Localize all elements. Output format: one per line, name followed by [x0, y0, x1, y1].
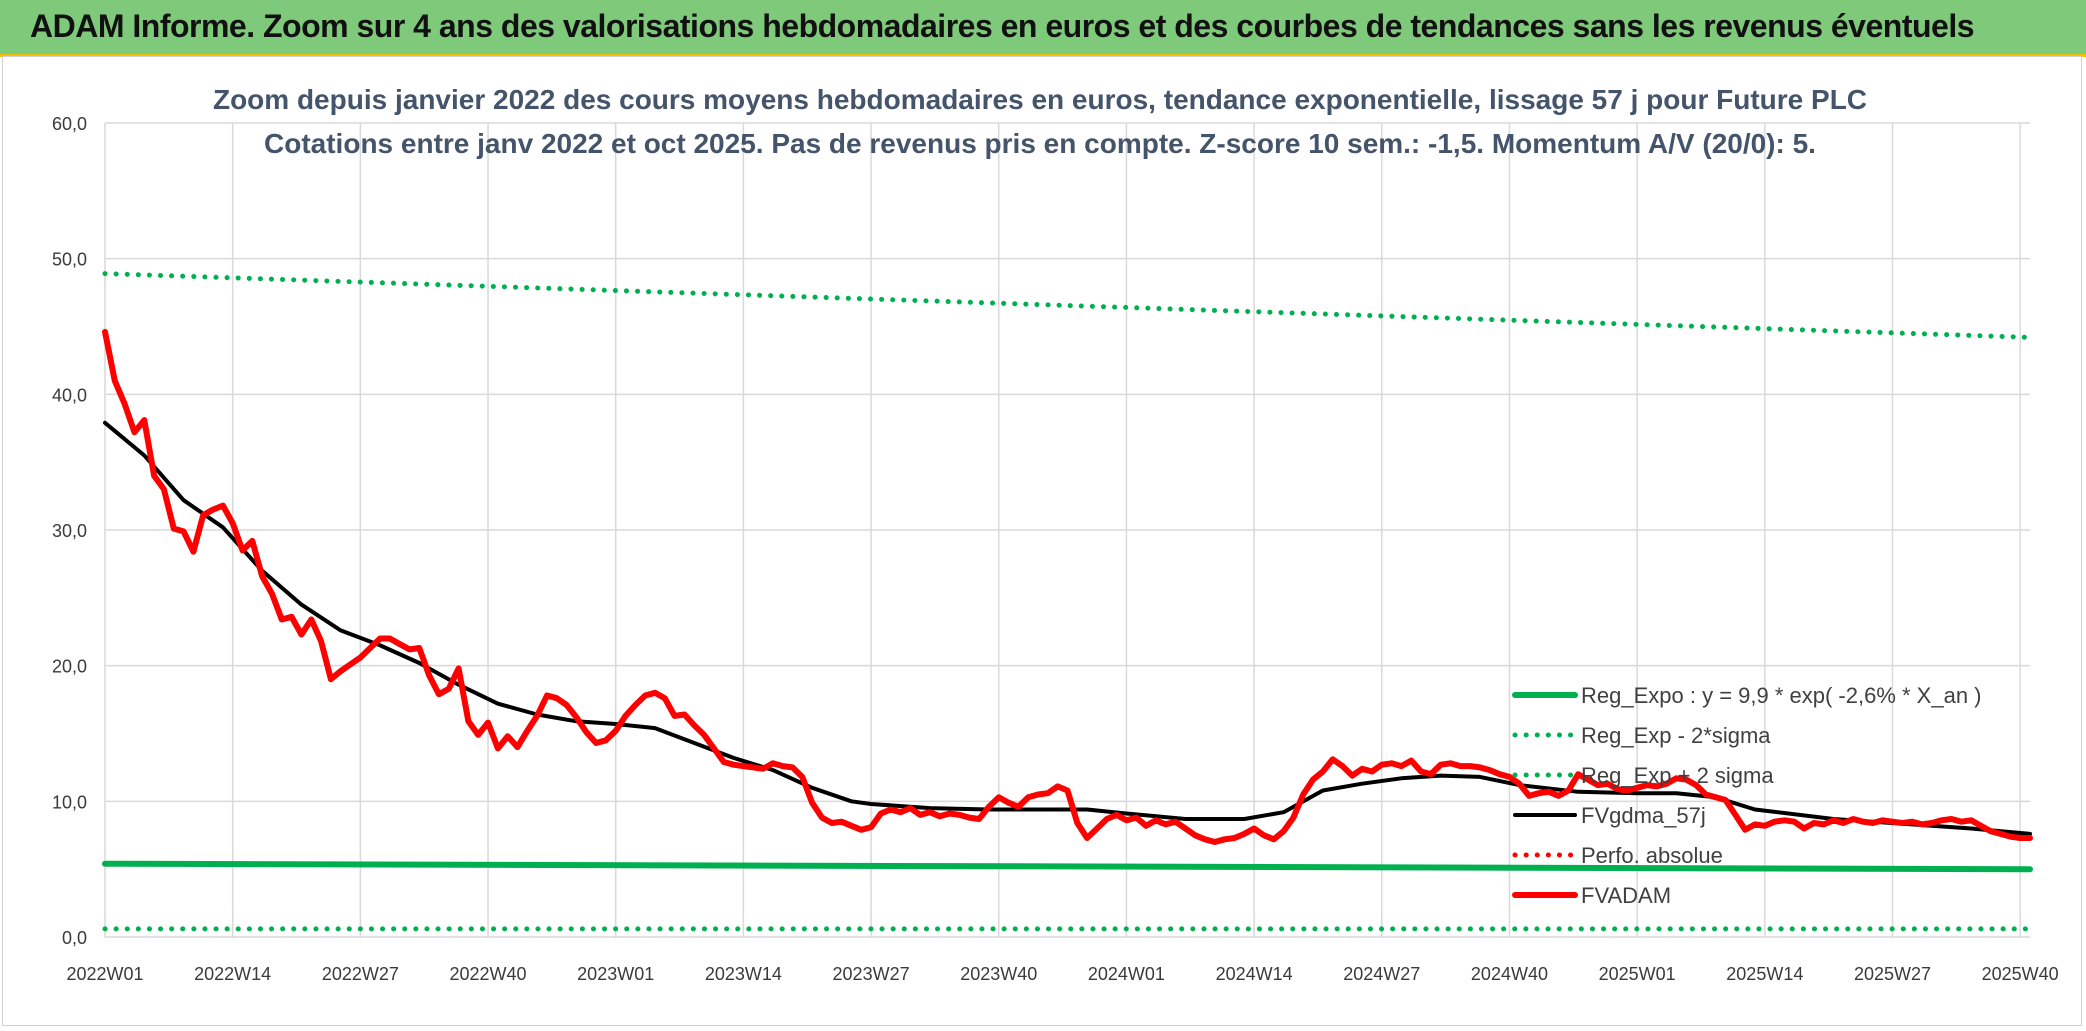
legend: Reg_Expo : y = 9,9 * exp( -2,6% * X_an )…: [1512, 683, 1982, 908]
x-tick-label: 2023W40: [960, 964, 1037, 984]
y-tick-label: 40,0: [52, 385, 87, 405]
legend-label: Reg_Expo : y = 9,9 * exp( -2,6% * X_an ): [1581, 683, 1982, 708]
title-banner: ADAM Informe. Zoom sur 4 ans des valoris…: [0, 0, 2086, 57]
legend-label: Perfo. absolue: [1581, 843, 1723, 868]
legend-label: Reg_Exp + 2 sigma: [1581, 763, 1774, 788]
legend-label: FVADAM: [1581, 883, 1671, 908]
x-tick-label: 2022W40: [450, 964, 527, 984]
series-line-3: [102, 271, 2033, 340]
x-tick-label: 2023W14: [705, 964, 782, 984]
banner-title: ADAM Informe. Zoom sur 4 ans des valoris…: [30, 8, 1975, 44]
x-tick-label: 2023W01: [577, 964, 654, 984]
chart-title-line-2: Cotations entre janv 2022 et oct 2025. P…: [264, 128, 1816, 159]
x-axis-ticks: 2022W01 2022W14 2022W27 2022W40 2023W01 2023W…: [66, 964, 2058, 984]
x-tick-label: 2024W40: [1471, 964, 1548, 984]
series-line-4: [103, 420, 2032, 836]
y-tick-label: 20,0: [52, 657, 87, 677]
y-tick-label: 0,0: [62, 928, 87, 948]
x-tick-label: 2022W27: [322, 964, 399, 984]
x-tick-label: 2023W27: [833, 964, 910, 984]
x-tick-label: 2022W14: [194, 964, 271, 984]
x-tick-label: 2024W14: [1216, 964, 1293, 984]
x-tick-label: 2025W40: [1982, 964, 2059, 984]
x-tick-label: 2024W27: [1343, 964, 1420, 984]
series-line-1: [102, 860, 2033, 873]
legend-label: FVgdma_57j: [1581, 803, 1706, 828]
series-line-6: [102, 328, 2033, 845]
series: [102, 271, 2033, 932]
x-tick-label: 2024W01: [1088, 964, 1165, 984]
y-axis-ticks: 0,0 10,0 20,0 30,0 40,0 50,0 60,0: [52, 114, 87, 948]
y-tick-label: 30,0: [52, 521, 87, 541]
x-tick-label: 2022W01: [66, 964, 143, 984]
chart-title-line-1: Zoom depuis janvier 2022 des cours moyen…: [213, 84, 1867, 115]
y-tick-label: 50,0: [52, 250, 87, 270]
x-tick-label: 2025W01: [1599, 964, 1676, 984]
gridlines: [104, 122, 2030, 938]
legend-label: Reg_Exp - 2*sigma: [1581, 723, 1771, 748]
x-tick-label: 2025W14: [1726, 964, 1803, 984]
y-tick-label: 10,0: [52, 792, 87, 812]
x-tick-label: 2025W27: [1854, 964, 1931, 984]
plot-border: [2, 56, 2082, 1026]
y-tick-label: 60,0: [52, 114, 87, 134]
